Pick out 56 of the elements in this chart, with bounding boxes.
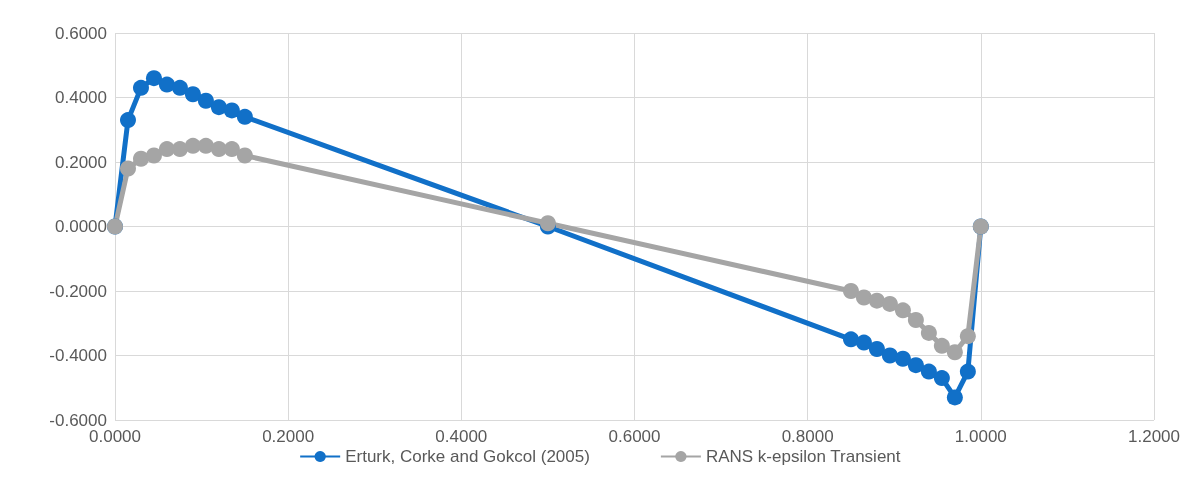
point xyxy=(171,79,188,96)
point xyxy=(197,137,214,154)
point xyxy=(842,283,859,299)
x-tick-label: 1.2000 xyxy=(1128,427,1180,446)
point xyxy=(158,76,175,93)
point xyxy=(907,357,924,374)
point xyxy=(223,141,240,158)
point xyxy=(132,79,149,96)
point xyxy=(855,289,872,306)
point xyxy=(933,370,950,387)
legend-label: RANS k-epsilon Transient xyxy=(705,447,901,466)
x-tick-label: 0.6000 xyxy=(608,427,661,446)
x-tick-label: 0.0000 xyxy=(89,427,141,446)
point xyxy=(868,341,885,358)
point xyxy=(959,363,976,380)
point xyxy=(881,295,898,312)
x-tick-label: 0.8000 xyxy=(781,427,834,446)
point xyxy=(184,137,201,154)
point xyxy=(907,312,924,329)
point xyxy=(236,147,253,164)
point xyxy=(920,324,937,341)
y-tick-label: -0.6000 xyxy=(49,410,107,430)
point xyxy=(184,86,201,103)
point xyxy=(881,347,898,364)
point xyxy=(223,102,240,119)
point xyxy=(920,363,937,380)
x-tick-label: 0.2000 xyxy=(262,427,315,446)
point xyxy=(158,141,175,158)
point xyxy=(236,108,253,125)
point xyxy=(171,141,188,158)
x-tick-label: 1.0000 xyxy=(954,427,1007,446)
point xyxy=(868,292,885,309)
point xyxy=(894,350,911,367)
point xyxy=(842,331,859,348)
point xyxy=(959,328,976,345)
point xyxy=(855,334,872,351)
y-tick-label: 0.4000 xyxy=(55,88,107,107)
point xyxy=(197,92,214,109)
point xyxy=(894,302,911,319)
point xyxy=(120,160,136,177)
legend-label: Erturk, Corke and Gokcol (2005) xyxy=(345,447,590,466)
point xyxy=(946,344,963,361)
point xyxy=(946,389,963,406)
point xyxy=(120,112,136,129)
y-tick-label: -0.2000 xyxy=(49,281,107,301)
point xyxy=(145,147,162,164)
point xyxy=(933,337,950,354)
y-tick-label: 0.2000 xyxy=(55,152,107,172)
x-tick-label: 0.4000 xyxy=(435,427,488,446)
point xyxy=(210,141,227,158)
point xyxy=(210,99,227,116)
point xyxy=(132,150,149,167)
point xyxy=(145,70,162,87)
y-tick-label: 0.6000 xyxy=(55,23,107,43)
y-tick-label: 0.0000 xyxy=(55,217,107,236)
y-tick-label: -0.4000 xyxy=(49,346,107,365)
